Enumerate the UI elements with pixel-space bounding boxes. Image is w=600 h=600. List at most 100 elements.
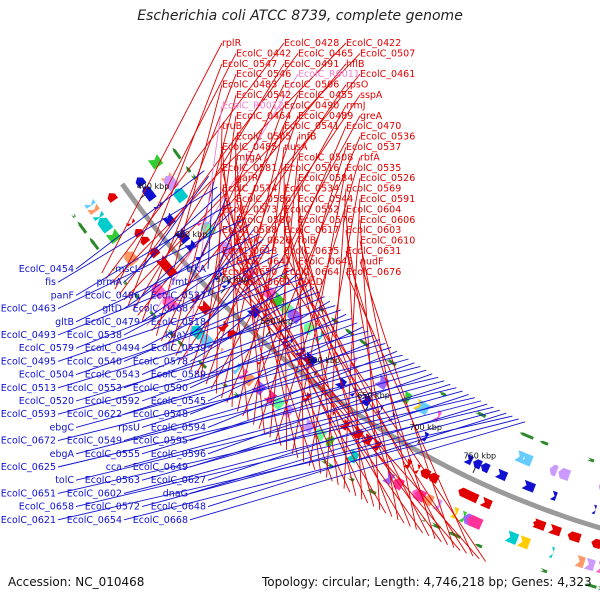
label-connector xyxy=(236,136,299,412)
gene-label: EcolC_0592 xyxy=(85,396,140,407)
gene-label: EcolC_0504 xyxy=(19,370,74,381)
gene-label: rbfA xyxy=(360,152,380,163)
label-connector xyxy=(123,358,409,442)
forward-gene-arrow xyxy=(140,236,151,246)
gene-label: EcolC_0576 xyxy=(298,215,353,226)
forward-gene-arrow xyxy=(591,538,600,550)
label-connector xyxy=(141,346,392,428)
outer-dash-mark xyxy=(539,568,548,574)
gene-label: EcolC_0650 xyxy=(222,267,277,278)
label-connector xyxy=(132,63,285,311)
forward-gene-arrow xyxy=(413,464,421,474)
outer-dash-mark xyxy=(596,586,600,590)
inner-dash-mark xyxy=(172,147,182,160)
label-connector xyxy=(210,115,361,390)
gene-label: EcolC_0483 xyxy=(222,80,277,91)
label-connector xyxy=(75,233,259,323)
cog-category-block xyxy=(558,467,572,482)
label-connector xyxy=(141,175,209,270)
gene-label: EcolC_0654 xyxy=(67,515,122,526)
label-connector xyxy=(75,366,421,455)
outer-dash-mark xyxy=(90,239,100,251)
gene-label: EcolC_0513 xyxy=(1,383,56,394)
gene-label: EcolC_0455 xyxy=(298,90,353,101)
cog-category-block xyxy=(574,555,586,569)
outer-dash-mark xyxy=(133,292,141,300)
label-connector xyxy=(105,42,285,279)
cog-category-block xyxy=(595,561,600,574)
label-connector xyxy=(291,167,347,454)
gene-label: ebgC xyxy=(49,422,74,433)
gene-label: EcolC_0464 xyxy=(236,111,291,122)
outer-dash-mark xyxy=(177,339,185,348)
scale-tick xyxy=(178,242,184,248)
cog-category-block xyxy=(84,198,96,209)
label-connector xyxy=(110,42,347,285)
cog-category-block xyxy=(268,292,285,308)
scale-tick xyxy=(364,406,369,412)
gene-label: EcolC_0491 xyxy=(284,59,339,70)
inner-dash-mark xyxy=(475,410,487,418)
label-connector xyxy=(180,94,361,361)
label-connector xyxy=(141,390,463,481)
label-connector xyxy=(156,84,223,336)
label-connector xyxy=(123,400,482,494)
label-connector xyxy=(235,157,265,434)
gene-label: EcolC_0581 xyxy=(222,163,277,174)
gene-label: EcolC_0606 xyxy=(360,215,415,226)
gene-label: kbaY xyxy=(165,330,188,341)
reverse-gene-arrow xyxy=(591,504,598,515)
label-connector xyxy=(283,250,430,536)
scale-tick xyxy=(417,438,422,445)
forward-gene-arrow xyxy=(403,458,413,469)
inner-dash-mark xyxy=(519,432,534,440)
gene-label: dnaG xyxy=(163,488,188,499)
forward-gene-arrow xyxy=(107,193,118,203)
gene-label: EcolC_0594 xyxy=(151,422,206,433)
gene-label: gltD xyxy=(102,304,122,315)
label-connector xyxy=(57,218,245,310)
label-connector xyxy=(57,248,274,336)
label-connector xyxy=(141,238,264,323)
label-connector xyxy=(343,198,361,489)
gene-label: EcolC_0610 xyxy=(360,236,415,247)
reverse-gene-arrow xyxy=(174,228,186,239)
label-connector xyxy=(269,157,299,438)
gene-label: EcolC_0545 xyxy=(151,396,206,407)
gene-label: nudF xyxy=(360,256,384,267)
gene-label: EcolC_0563 xyxy=(85,475,140,486)
label-connector xyxy=(170,94,237,351)
forward-gene-arrow xyxy=(548,524,562,537)
gene-label: EcolC_0591 xyxy=(360,194,415,205)
forward-gene-arrow xyxy=(533,519,547,531)
label-connector xyxy=(123,418,519,521)
gene-label: EcolC_0586 xyxy=(236,194,291,205)
reverse-gene-arrow xyxy=(221,279,231,289)
forward-gene-arrow xyxy=(464,490,480,504)
scale-tick xyxy=(220,288,226,294)
cog-category-block xyxy=(423,494,435,507)
reverse-gene-arrow xyxy=(246,304,262,319)
label-connector xyxy=(297,261,448,545)
label-connector xyxy=(189,197,227,283)
reverse-gene-arrow xyxy=(521,479,537,493)
gene-label: EcolC_0548 xyxy=(133,409,188,420)
gene-label: EcolC_0454 xyxy=(19,264,74,275)
gene-label: EcolC_0621 xyxy=(1,515,56,526)
gene-label: fmt xyxy=(172,277,189,288)
label-connector xyxy=(57,376,439,468)
gene-label: EcolC_0664 xyxy=(284,267,339,278)
gene-label: EcolC_0461 xyxy=(360,69,415,80)
outer-dash-mark xyxy=(474,543,483,549)
gene-label: EcolC_0549 xyxy=(67,436,122,447)
inner-dash-mark xyxy=(539,440,549,446)
gene-label: rrmJ xyxy=(346,100,366,111)
label-connector xyxy=(57,397,475,494)
gene-label: sspA xyxy=(360,90,383,101)
label-connector xyxy=(123,253,279,336)
label-connector xyxy=(141,369,427,455)
gene-label: EcolC_0622 xyxy=(67,409,122,420)
gene-label: cca xyxy=(106,462,122,473)
cog-category-block xyxy=(583,557,596,572)
